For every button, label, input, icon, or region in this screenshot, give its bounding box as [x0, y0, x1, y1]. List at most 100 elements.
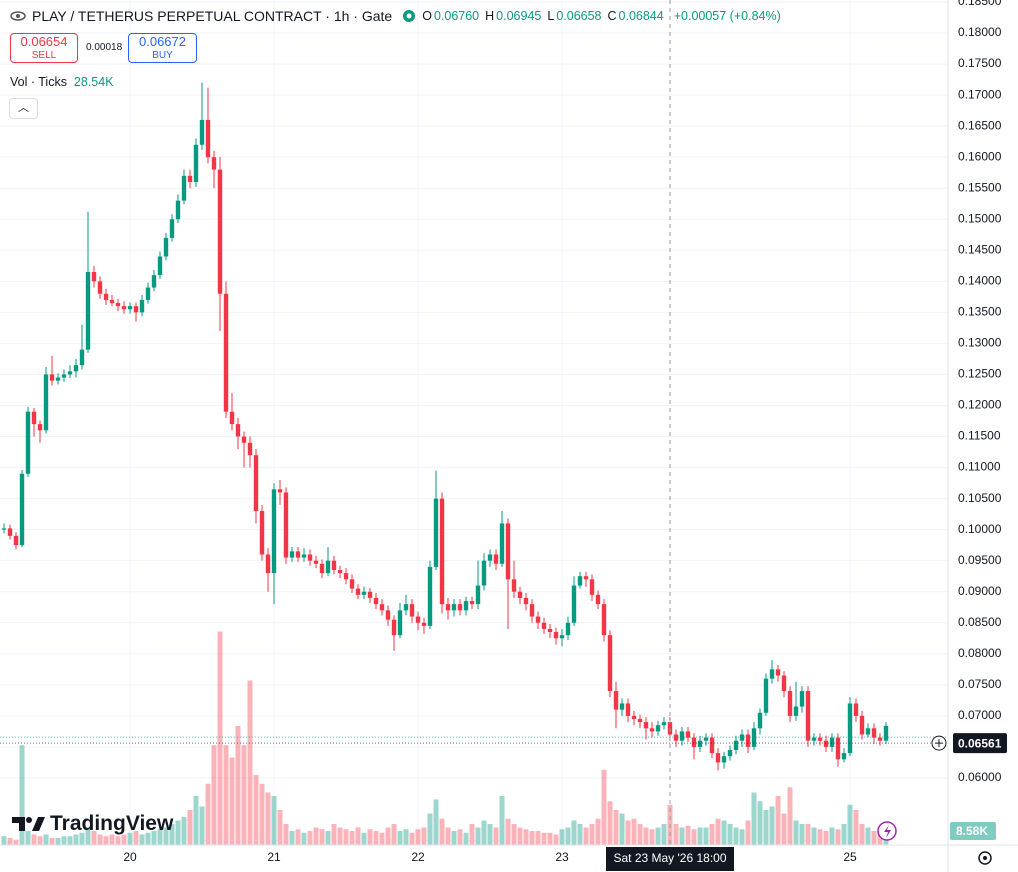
settings-icon[interactable] — [978, 851, 992, 865]
volume-bar — [325, 831, 331, 845]
volume-bar — [7, 838, 13, 845]
volume-bar — [271, 796, 277, 845]
ohlc-value: 0.06945 — [496, 9, 542, 23]
volume-bar — [691, 829, 697, 845]
candle-body — [517, 591, 523, 598]
candle-body — [331, 560, 337, 570]
volume-bar — [307, 831, 313, 845]
volume-bar — [421, 827, 427, 845]
volume-bar — [817, 829, 823, 845]
volume-bar — [49, 838, 55, 845]
candle-body — [715, 753, 721, 763]
candle-body — [757, 712, 763, 729]
volume-bar — [1, 836, 7, 845]
volume-bar — [235, 726, 241, 845]
volume-bar — [283, 824, 289, 845]
volume-bar — [769, 806, 775, 845]
volume-bar — [115, 836, 121, 845]
volume-bar — [79, 832, 85, 845]
candle-body — [373, 597, 379, 605]
candle-body — [679, 731, 685, 741]
candle-body — [121, 306, 127, 310]
candle-body — [397, 610, 403, 636]
collapse-button[interactable]: ︿ — [9, 98, 38, 119]
volume-bar — [709, 824, 715, 845]
y-tick-label: 0.15000 — [958, 211, 1002, 225]
volume-badge-label: 8.58K — [956, 824, 988, 838]
volume-bar — [229, 757, 235, 845]
volume-bar — [511, 824, 517, 845]
x-tick-label: 23 — [555, 850, 569, 864]
candle-body — [49, 374, 55, 381]
y-tick-label: 0.16500 — [958, 118, 1002, 132]
candle-body — [607, 635, 613, 692]
volume-bar — [295, 829, 301, 845]
buy-button[interactable]: 0.06672 BUY — [128, 33, 197, 63]
candle-body — [523, 597, 529, 605]
candle-body — [553, 632, 559, 639]
candle-body — [109, 299, 115, 304]
symbol-title[interactable]: PLAY / TETHERUS PERPETUAL CONTRACT · 1h … — [32, 8, 393, 24]
volume-bar — [259, 783, 265, 845]
candle-body — [367, 591, 373, 598]
volume-bar — [571, 820, 577, 845]
buy-price: 0.06672 — [139, 34, 186, 49]
volume-bar — [193, 796, 199, 845]
candle-body — [217, 169, 223, 294]
symbol-icon — [10, 11, 26, 21]
candle-body — [727, 750, 733, 757]
candle-body — [811, 737, 817, 741]
candle-body — [673, 734, 679, 741]
candle-body — [421, 622, 427, 626]
volume-bar — [619, 813, 625, 845]
volume-bar — [127, 832, 133, 845]
volume-indicator[interactable]: Vol · Ticks 28.54K — [10, 75, 114, 89]
candle-body — [547, 628, 553, 633]
volume-bar — [25, 831, 31, 845]
volume-bar — [673, 824, 679, 845]
logo: TradingView — [12, 812, 173, 836]
volume-bar — [475, 827, 481, 845]
volume-bar — [811, 827, 817, 845]
volume-bar — [289, 831, 295, 845]
candle-body — [571, 585, 577, 623]
volume-bar — [439, 818, 445, 845]
candle-body — [25, 411, 31, 474]
volume-bar — [73, 834, 79, 845]
volume-bar — [91, 831, 97, 845]
volume-bar — [139, 834, 145, 845]
candle-body — [361, 591, 367, 595]
volume-bar — [55, 838, 61, 845]
candle-body — [337, 569, 343, 574]
candle-body — [559, 635, 565, 639]
volume-bar — [241, 745, 247, 845]
candle-body — [157, 256, 163, 276]
candle-body — [793, 706, 799, 716]
volume-bar — [199, 806, 205, 845]
volume-bar — [631, 818, 637, 845]
candle-body — [577, 576, 583, 586]
volume-bar — [775, 796, 781, 845]
candle-body — [721, 756, 727, 763]
candle-body — [103, 293, 109, 300]
sell-button[interactable]: 0.06654 SELL — [10, 33, 78, 63]
candle-body — [343, 573, 349, 580]
volume-bar — [43, 834, 49, 845]
candle-body — [193, 144, 199, 183]
candle-body — [691, 737, 697, 747]
candle-body — [433, 498, 439, 567]
volume-bar — [703, 827, 709, 845]
logo-text: TradingView — [50, 812, 174, 835]
y-tick-label: 0.14500 — [958, 242, 1002, 256]
candle-body — [67, 371, 73, 375]
candle-body — [247, 442, 253, 456]
candle-body — [313, 560, 319, 564]
volume-bar — [787, 787, 793, 845]
candle-body — [169, 219, 175, 238]
candle-body — [565, 622, 571, 636]
volume-bar — [445, 827, 451, 845]
candle-body — [355, 588, 361, 595]
candle-body — [205, 119, 211, 158]
candle-body — [301, 554, 307, 558]
candle-body — [445, 604, 451, 611]
